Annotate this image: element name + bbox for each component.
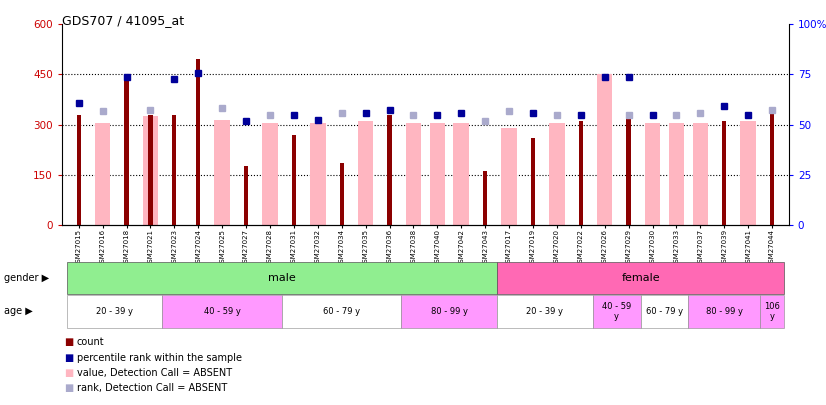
Text: 20 - 39 y: 20 - 39 y <box>96 307 133 316</box>
Bar <box>95 123 111 225</box>
Text: ■: ■ <box>64 353 74 362</box>
Bar <box>483 171 487 225</box>
Bar <box>387 115 392 225</box>
Text: 80 - 99 y: 80 - 99 y <box>705 307 743 316</box>
Text: 40 - 59 y: 40 - 59 y <box>204 307 240 316</box>
Text: ■: ■ <box>64 337 74 347</box>
Text: rank, Detection Call = ABSENT: rank, Detection Call = ABSENT <box>77 384 227 393</box>
Text: 20 - 39 y: 20 - 39 y <box>526 307 563 316</box>
Bar <box>645 123 660 225</box>
Bar <box>149 115 153 225</box>
FancyBboxPatch shape <box>67 295 163 328</box>
FancyBboxPatch shape <box>760 295 784 328</box>
FancyBboxPatch shape <box>497 262 784 294</box>
Text: 106
y: 106 y <box>764 302 780 321</box>
Bar <box>531 138 535 225</box>
FancyBboxPatch shape <box>688 295 760 328</box>
Bar <box>626 118 631 225</box>
FancyBboxPatch shape <box>593 295 641 328</box>
Bar <box>292 134 296 225</box>
Text: value, Detection Call = ABSENT: value, Detection Call = ABSENT <box>77 368 232 378</box>
Bar <box>143 116 159 225</box>
Bar <box>310 123 325 225</box>
Text: percentile rank within the sample: percentile rank within the sample <box>77 353 242 362</box>
Bar <box>215 119 230 225</box>
Text: 60 - 79 y: 60 - 79 y <box>323 307 360 316</box>
Bar <box>262 123 278 225</box>
Text: female: female <box>621 273 660 283</box>
FancyBboxPatch shape <box>163 295 282 328</box>
Bar <box>406 123 421 225</box>
Text: 80 - 99 y: 80 - 99 y <box>431 307 468 316</box>
Bar <box>501 128 517 225</box>
Text: GDS707 / 41095_at: GDS707 / 41095_at <box>62 14 184 27</box>
Bar <box>358 121 373 225</box>
FancyBboxPatch shape <box>67 262 497 294</box>
Bar <box>453 123 469 225</box>
Text: male: male <box>268 273 296 283</box>
Bar <box>172 115 177 225</box>
Bar <box>549 123 565 225</box>
Bar <box>669 123 684 225</box>
FancyBboxPatch shape <box>401 295 497 328</box>
Bar <box>339 163 344 225</box>
FancyBboxPatch shape <box>282 295 401 328</box>
Bar <box>722 121 726 225</box>
Text: 60 - 79 y: 60 - 79 y <box>646 307 683 316</box>
Text: 40 - 59
y: 40 - 59 y <box>602 302 631 321</box>
Bar <box>244 166 248 225</box>
FancyBboxPatch shape <box>497 295 593 328</box>
Bar <box>692 123 708 225</box>
Text: count: count <box>77 337 104 347</box>
Bar <box>597 75 613 225</box>
Text: age ▶: age ▶ <box>4 307 33 316</box>
Text: gender ▶: gender ▶ <box>4 273 50 283</box>
Bar <box>579 121 583 225</box>
Text: ■: ■ <box>64 368 74 378</box>
Bar <box>770 111 774 225</box>
Bar <box>77 115 81 225</box>
Bar <box>125 77 129 225</box>
Text: ■: ■ <box>64 384 74 393</box>
Bar <box>196 60 201 225</box>
Bar <box>740 121 756 225</box>
FancyBboxPatch shape <box>641 295 688 328</box>
Bar <box>430 123 445 225</box>
